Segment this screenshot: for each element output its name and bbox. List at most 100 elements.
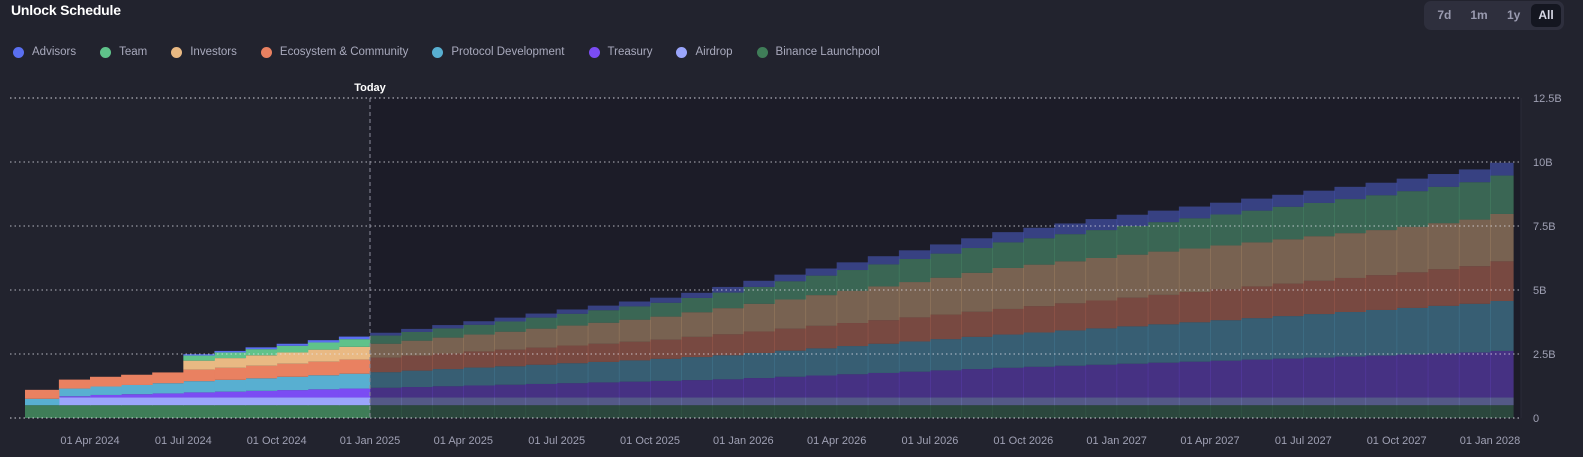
- area-step: [1365, 275, 1398, 310]
- area-step: [867, 372, 900, 398]
- area-step: [1085, 258, 1118, 301]
- area-step: [556, 383, 589, 398]
- area-step: [90, 386, 122, 395]
- area-step: [152, 405, 184, 418]
- area-step: [961, 405, 993, 418]
- legend-item-team[interactable]: Team: [100, 46, 147, 58]
- area-step: [183, 392, 215, 398]
- area-step: [25, 398, 60, 406]
- area-step: [774, 299, 807, 329]
- area-step: [1272, 194, 1304, 207]
- area-step: [1490, 405, 1514, 418]
- area-step: [90, 405, 122, 418]
- area-step: [1427, 353, 1460, 398]
- legend-item-airdrop[interactable]: Airdrop: [676, 46, 733, 58]
- area-step: [1147, 397, 1180, 406]
- area-step: [1085, 397, 1118, 406]
- area-step: [463, 405, 495, 418]
- series-ecosystem-community: [25, 261, 1514, 399]
- area-step: [338, 359, 371, 374]
- area-step: [338, 339, 371, 347]
- area-step: [245, 378, 278, 391]
- range-7d-button[interactable]: 7d: [1437, 8, 1452, 22]
- area-step: [712, 355, 744, 380]
- area-step: [712, 334, 744, 356]
- area-step: [1458, 352, 1491, 398]
- x-tick-label: 01 Oct 2026: [993, 435, 1053, 447]
- legend-item-ecosystem-community[interactable]: Ecosystem & Community: [260, 46, 408, 58]
- area-step: [25, 405, 60, 418]
- area-step: [961, 238, 993, 249]
- area-step: [867, 397, 900, 406]
- area-step: [463, 367, 495, 386]
- legend-label: Treasury: [607, 46, 653, 58]
- area-step: [276, 397, 309, 406]
- area-step: [587, 405, 620, 418]
- area-step: [525, 364, 558, 384]
- area-step: [1054, 405, 1087, 418]
- today-label: Today: [354, 82, 386, 94]
- area-step: [1334, 199, 1367, 234]
- area-step: [1116, 405, 1149, 418]
- area-step: [898, 317, 931, 342]
- legend-item-protocol-development[interactable]: Protocol Development: [432, 46, 565, 58]
- area-step: [401, 405, 433, 418]
- area-step: [930, 397, 962, 406]
- area-step: [214, 405, 247, 418]
- area-step: [307, 342, 340, 350]
- area-step: [1210, 289, 1242, 321]
- area-step: [370, 332, 402, 336]
- area-step: [338, 373, 371, 389]
- area-step: [1054, 303, 1087, 331]
- legend-item-investors[interactable]: Investors: [171, 46, 237, 58]
- legend-item-treasury[interactable]: Treasury: [588, 46, 653, 58]
- area-step: [867, 256, 900, 265]
- area-step: [1427, 305, 1460, 354]
- area-step: [338, 388, 371, 398]
- range-1y-button[interactable]: 1y: [1507, 8, 1521, 22]
- area-step: [1490, 261, 1514, 302]
- range-all-button[interactable]: All: [1531, 4, 1562, 27]
- area-step: [1396, 307, 1429, 355]
- area-step: [432, 328, 464, 338]
- area-step: [432, 353, 464, 370]
- area-step: [58, 405, 91, 418]
- area-step: [494, 405, 527, 418]
- area-step: [245, 365, 278, 379]
- area-step: [338, 346, 371, 360]
- area-step: [1241, 318, 1273, 360]
- area-step: [1178, 405, 1211, 418]
- area-step: [618, 306, 651, 320]
- legend-item-binance-launchpool[interactable]: Binance Launchpool: [756, 46, 880, 58]
- area-step: [1023, 366, 1055, 398]
- legend-dot-icon: [588, 46, 600, 58]
- area-step: [805, 405, 838, 418]
- area-step: [370, 357, 402, 373]
- area-step: [58, 397, 91, 406]
- area-step: [1023, 332, 1055, 367]
- area-step: [183, 381, 215, 393]
- area-step: [1427, 405, 1460, 418]
- legend-item-advisors[interactable]: Advisors: [13, 46, 76, 58]
- area-step: [1272, 405, 1304, 418]
- area-step: [1116, 397, 1149, 406]
- area-step: [307, 375, 340, 390]
- area-step: [1334, 405, 1367, 418]
- area-step: [121, 384, 153, 395]
- area-step: [1023, 238, 1055, 265]
- series-airdrop: [58, 397, 1514, 406]
- area-step: [1178, 322, 1211, 362]
- area-step: [152, 372, 184, 384]
- range-1m-button[interactable]: 1m: [1470, 8, 1488, 22]
- area-step: [1458, 303, 1491, 353]
- area-step: [743, 405, 775, 418]
- time-range-selector: 7d 1m 1y All: [1424, 1, 1564, 30]
- area-step: [121, 394, 153, 398]
- x-tick-label: 01 Jul 2026: [902, 435, 959, 447]
- area-step: [836, 374, 869, 398]
- area-step: [1365, 195, 1398, 231]
- area-step: [618, 381, 651, 398]
- area-step: [681, 405, 713, 418]
- area-step: [1458, 405, 1491, 418]
